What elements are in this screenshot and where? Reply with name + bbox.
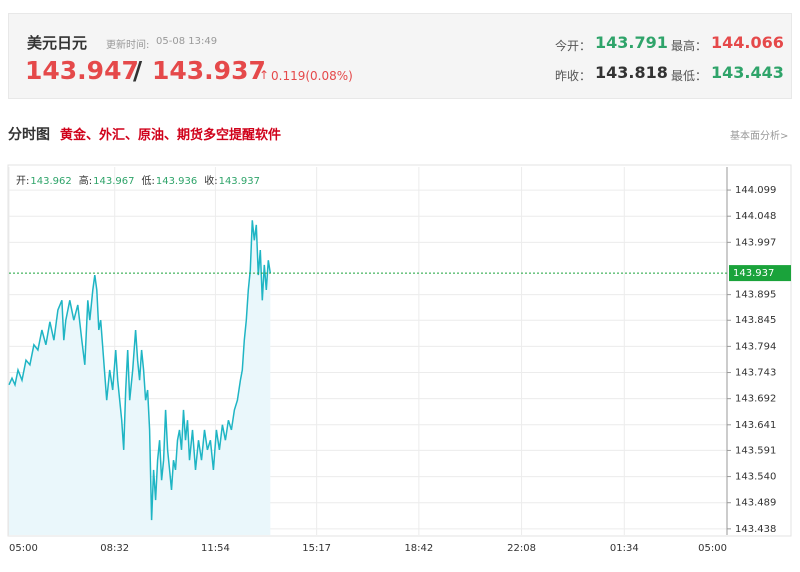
- price-line: [8, 220, 272, 521]
- ask-price: 143.937: [152, 56, 266, 85]
- x-tick-label: 01:34: [610, 543, 639, 554]
- x-tick-label: 15:17: [302, 543, 331, 554]
- change: 0.119(0.08%): [271, 69, 353, 83]
- separator: /: [133, 56, 143, 85]
- info-value: 143.962: [30, 176, 71, 187]
- y-tick-label: 143.692: [735, 394, 776, 405]
- info-value: 143.967: [93, 176, 134, 187]
- info-value: 143.936: [156, 176, 197, 187]
- x-tick-label: 18:42: [404, 543, 433, 554]
- stat-label: 昨收：: [555, 69, 592, 83]
- x-tick-label: 11:54: [201, 543, 230, 554]
- info-value: 143.937: [219, 176, 260, 187]
- y-tick-label: 143.845: [735, 315, 776, 326]
- current-price-box: [729, 265, 791, 282]
- area: [9, 220, 271, 536]
- tab-title[interactable]: 分时图: [8, 127, 50, 143]
- info-label: 收:: [204, 174, 217, 187]
- quote-header: 美元日元 更新时间: 05-08 13:49 143.947 / 143.937…: [8, 13, 792, 99]
- y-tick-label: 143.641: [735, 420, 776, 431]
- x-tick-label: 08:32: [100, 543, 129, 554]
- stat-value: 143.791: [595, 33, 668, 52]
- stat-label: 最低：: [671, 69, 708, 83]
- y-tick-label: 143.997: [735, 237, 776, 248]
- update-label: 更新时间:: [106, 40, 150, 51]
- chart-frame: [7, 164, 792, 537]
- stat-value: 143.818: [595, 63, 668, 82]
- current-price-label: 143.937: [733, 268, 774, 279]
- y-tick-label: 143.489: [735, 498, 776, 509]
- y-tick-label: 143.895: [735, 290, 776, 301]
- x-tick-label: 05:00: [9, 543, 38, 554]
- y-tick-label: 143.743: [735, 368, 776, 379]
- y-tick-label: 143.438: [735, 524, 776, 535]
- x-tick-label: 05:00: [698, 543, 727, 554]
- stat-value: 144.066: [711, 33, 784, 52]
- bid-price: 143.947: [25, 56, 139, 85]
- arrow: ↑: [259, 68, 270, 82]
- stat-label: 今开：: [555, 39, 592, 53]
- y-tick-label: 143.794: [735, 341, 776, 352]
- x-tick-label: 22:08: [507, 543, 536, 554]
- symbol-name: 美元日元: [27, 34, 88, 52]
- stat-value: 143.443: [711, 63, 784, 82]
- stat-label: 最高：: [671, 39, 708, 53]
- info-label: 高:: [79, 174, 92, 187]
- info-label: 低:: [141, 174, 154, 187]
- update-time: 05-08 13:49: [156, 36, 218, 47]
- promo-link[interactable]: 黄金、外汇、原油、期货多空提醒软件: [60, 128, 282, 143]
- info-label: 开:: [16, 176, 29, 187]
- y-tick-label: 143.540: [735, 472, 776, 483]
- y-tick-label: 144.099: [735, 185, 776, 196]
- y-tick-label: 144.048: [735, 211, 776, 222]
- analysis-link[interactable]: 基本面分析>: [730, 131, 789, 142]
- y-tick-label: 143.591: [735, 445, 776, 456]
